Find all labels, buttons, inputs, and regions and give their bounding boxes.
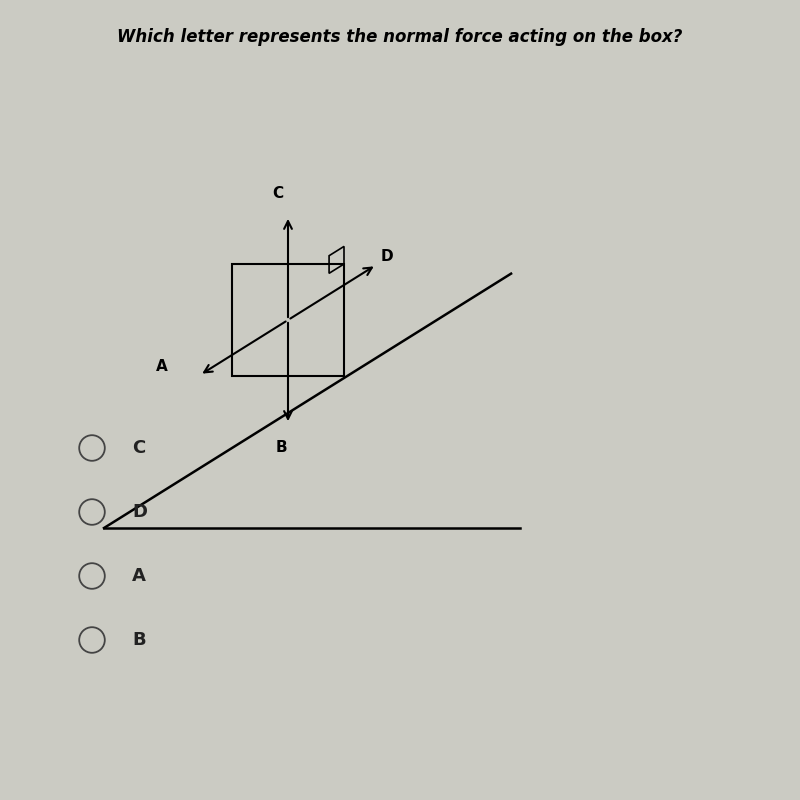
Text: C: C <box>272 186 283 202</box>
Text: Which letter represents the normal force acting on the box?: Which letter represents the normal force… <box>118 28 682 46</box>
Text: B: B <box>132 631 146 649</box>
Text: A: A <box>132 567 146 585</box>
Text: D: D <box>132 503 147 521</box>
Text: B: B <box>276 440 288 455</box>
Text: D: D <box>380 249 393 264</box>
Text: C: C <box>132 439 146 457</box>
Text: A: A <box>156 359 167 374</box>
